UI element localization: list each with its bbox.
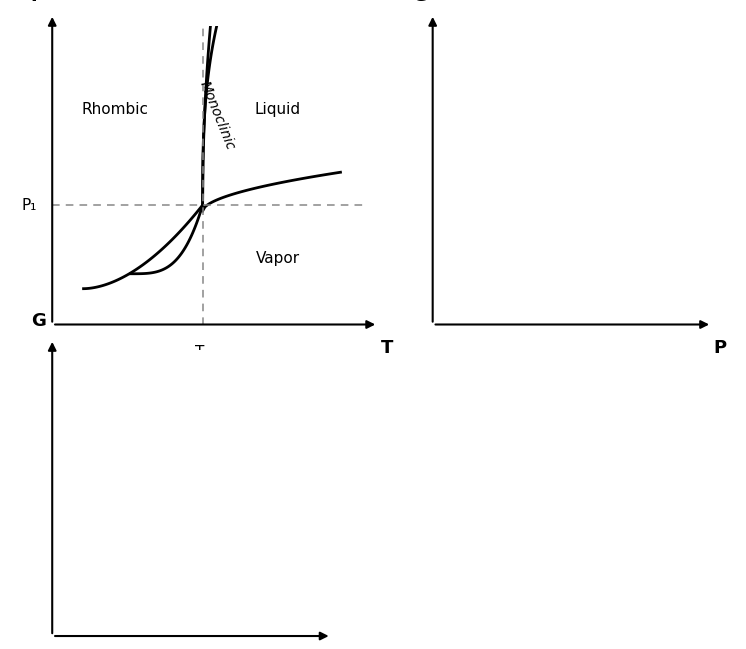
Text: P: P xyxy=(713,339,727,358)
Text: G: G xyxy=(412,0,427,5)
Text: Monoclinic: Monoclinic xyxy=(196,79,237,152)
Text: P₁: P₁ xyxy=(21,197,37,213)
Text: Rhombic: Rhombic xyxy=(81,102,148,117)
Text: P: P xyxy=(30,0,43,5)
Text: T₁: T₁ xyxy=(195,345,210,360)
Text: T: T xyxy=(381,339,394,358)
Text: Liquid: Liquid xyxy=(254,102,301,117)
Text: Vapor: Vapor xyxy=(256,251,300,266)
Text: G: G xyxy=(31,312,46,330)
